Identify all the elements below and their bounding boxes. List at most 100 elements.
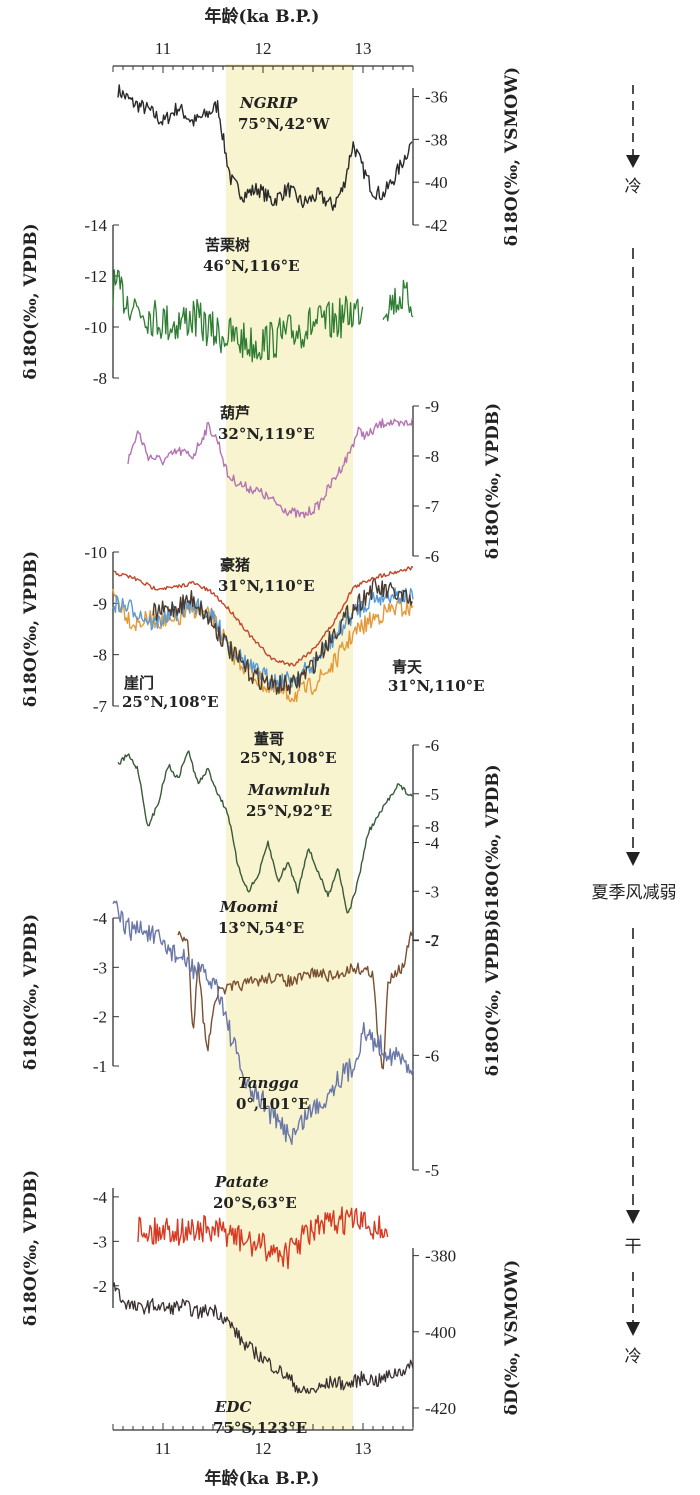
haozhu-y-tick-label: -7 [93, 697, 108, 716]
haozhu-site-name: 豪猪 [220, 556, 250, 574]
haozhu-extra-site-name: 董哥 [254, 730, 284, 748]
edc-site-name: EDC [214, 1398, 251, 1416]
bottom-x-axis-tick-label: 12 [255, 1439, 272, 1458]
label-cold-top: 冷 [625, 177, 642, 197]
bottom-x-axis-title: 年龄(ka B.P.) [205, 1468, 320, 1489]
patate-y-tick-label: -3 [93, 1232, 107, 1251]
kulishu-series-line [382, 279, 414, 322]
kulishu-site-name: 苦栗树 [205, 236, 250, 254]
panel-ngrip: -36 -38 -40 -42 δ18O(‰, VSMOW) NGRIP 75°N,42°W [117, 67, 522, 246]
panel-moomi: -4 -3 -2 -1 δ18O(‰, VPDB) Moomi 13°N,54°E [21, 898, 413, 1076]
panel-hulu: -9 -8 -7 -6 δ18O(‰, VPDB) 葫芦 32°N,119°E [127, 397, 503, 566]
haozhu-site-coords: 31°N,110°E [218, 577, 315, 595]
moomi-series-line [177, 931, 413, 1070]
arrow-head-dry [626, 1210, 640, 1224]
label-dry: 干 [625, 1237, 642, 1257]
haozhu-extra-site-coords: 25°N,108°E [122, 693, 219, 711]
mawmluh-site-coords: 25°N,92°E [246, 802, 332, 820]
mawmluh-y-axis-title: δ18O(‰, VPDB) [483, 764, 503, 920]
hulu-y-tick-label: -9 [425, 397, 439, 416]
haozhu-extra-site-name: 崖门 [124, 674, 154, 692]
ngrip-y-tick-label: -40 [425, 173, 448, 192]
haozhu-series-line [152, 577, 413, 695]
tangga-y-axis-title: δ18O(‰, VPDB) [483, 920, 503, 1076]
edc-series-line [112, 1282, 414, 1394]
moomi-y-tick-label: -3 [93, 958, 107, 977]
mawmluh-y-tick-label: -4 [425, 834, 440, 853]
hulu-series-line [127, 417, 414, 519]
ngrip-y-tick-label: -36 [425, 88, 448, 107]
haozhu-extra-site-name: 青天 [392, 658, 423, 676]
panels-layer: -36 -38 -40 -42 δ18O(‰, VSMOW) NGRIP 75°N,42°W… [21, 67, 522, 1437]
hulu-y-tick-label: -8 [425, 447, 439, 466]
tangga-y-tick-label: -5 [425, 1161, 439, 1180]
top-x-axis-tick-label: 12 [255, 39, 272, 58]
haozhu-y-tick-label: -9 [93, 594, 107, 613]
moomi-y-tick-label: -2 [93, 1008, 107, 1027]
bottom-x-axis: 年龄(ka B.P.) 11 12 13 [112, 1423, 414, 1489]
edc-y-tick-label: -400 [425, 1323, 456, 1342]
hulu-y-tick-label: -7 [425, 497, 440, 516]
haozhu-y-tick-label: -8 [93, 646, 107, 665]
edc-y-tick-label: -420 [425, 1399, 456, 1418]
ngrip-series-line [117, 84, 413, 212]
mawmluh-y-tick-label: -5 [425, 785, 439, 804]
panel-edc: -380 -400 -420 δD(‰, VSMOW) EDC 75°S,123°E [112, 1247, 522, 1437]
haozhu-extra-site-coords: 31°N,110°E [388, 677, 485, 695]
tangga-site-name: Tangga [238, 1074, 299, 1092]
top-x-axis-tick-label: 13 [355, 39, 372, 58]
panel-kulishu: -14 -12 -10 -8 δ18O(‰, VPDB) 苦栗树 46°N,116°E [21, 216, 414, 388]
ngrip-site-name: NGRIP [239, 94, 298, 112]
kulishu-y-axis-title: δ18O(‰, VPDB) [21, 223, 41, 379]
patate-series-line [137, 1206, 389, 1270]
moomi-y-tick-label: -4 [93, 909, 108, 928]
kulishu-y-tick-label: -14 [84, 216, 107, 235]
hulu-site-coords: 32°N,119°E [218, 425, 315, 443]
ngrip-y-axis-title: δ18O(‰, VSMOW) [502, 67, 522, 246]
climate-indicator: 冷 夏季风减弱 干 冷 [592, 85, 677, 1367]
edc-y-tick-label: -380 [425, 1247, 456, 1266]
panel-tangga: -8 -7 -6 -5 δ18O(‰, VPDB) Tangga 0°,101°E [112, 817, 503, 1180]
label-monsoon-weak: 夏季风减弱 [592, 883, 677, 903]
haozhu-series-line [113, 566, 414, 667]
patate-y-tick-label: -4 [93, 1188, 108, 1207]
edc-site-coords: 75°S,123°E [213, 1419, 307, 1437]
tangga-site-coords: 0°,101°E [236, 1095, 309, 1113]
mawmluh-y-tick-label: -2 [425, 931, 439, 950]
mawmluh-series-line [117, 750, 413, 914]
arrow-head-monsoon [626, 852, 640, 866]
mawmluh-y-tick-label: -3 [425, 882, 439, 901]
moomi-site-name: Moomi [219, 898, 278, 916]
moomi-site-coords: 13°N,54°E [218, 919, 304, 937]
label-cold-bottom: 冷 [625, 1347, 642, 1367]
edc-y-axis-title: δD(‰, VSMOW) [502, 1260, 522, 1416]
arrow-head-cold-bottom [626, 1322, 640, 1336]
mawmluh-y-tick-label: -6 [425, 736, 439, 755]
kulishu-series-line [112, 269, 364, 363]
mawmluh-site-name: Mawmluh [247, 781, 331, 799]
bottom-x-axis-tick-label: 11 [155, 1439, 171, 1458]
top-x-axis-title: 年龄(ka B.P.) [205, 6, 320, 27]
ngrip-site-coords: 75°N,42°W [238, 115, 331, 133]
kulishu-y-tick-label: -10 [84, 318, 107, 337]
top-x-axis: 年龄(ka B.P.) 11 12 13 [112, 6, 414, 73]
tangga-y-tick-label: -7 [425, 932, 440, 951]
tangga-y-tick-label: -6 [425, 1046, 439, 1065]
haozhu-y-axis-title: δ18O(‰, VPDB) [21, 551, 41, 707]
ngrip-y-tick-label: -42 [425, 216, 448, 235]
patate-site-name: Patate [214, 1173, 269, 1191]
patate-site-coords: 20°S,63°E [213, 1194, 297, 1212]
moomi-y-tick-label: -1 [93, 1057, 107, 1076]
haozhu-extra-site-coords: 25°N,108°E [240, 749, 337, 767]
haozhu-y-tick-label: -10 [84, 543, 107, 562]
moomi-y-axis-title: δ18O(‰, VPDB) [21, 914, 41, 1070]
highlight-band [226, 64, 353, 1430]
ngrip-y-tick-label: -38 [425, 130, 448, 149]
hulu-y-axis-title: δ18O(‰, VPDB) [483, 403, 503, 559]
patate-y-tick-label: -2 [93, 1277, 107, 1296]
arrow-head-cold-top [626, 155, 640, 168]
tangga-y-tick-label: -8 [425, 817, 439, 836]
